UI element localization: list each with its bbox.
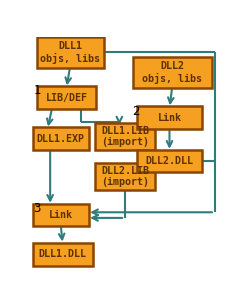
Text: 3: 3 [33,202,41,214]
FancyBboxPatch shape [33,127,89,150]
Text: DLL1.LIB
(import): DLL1.LIB (import) [101,126,149,147]
FancyBboxPatch shape [95,123,155,150]
Text: 1: 1 [33,84,41,97]
FancyBboxPatch shape [137,106,202,129]
FancyBboxPatch shape [95,163,155,190]
Text: 2: 2 [133,105,140,118]
Text: DLL1
objs, libs: DLL1 objs, libs [40,41,100,64]
FancyBboxPatch shape [37,86,96,109]
FancyBboxPatch shape [33,242,92,266]
Text: LIB/DEF: LIB/DEF [45,93,87,103]
FancyBboxPatch shape [133,57,212,88]
Text: DLL2.LIB
(import): DLL2.LIB (import) [101,166,149,187]
Text: DLL1.EXP: DLL1.EXP [37,134,85,144]
Text: DLL1.DLL: DLL1.DLL [39,249,87,260]
Text: Link: Link [49,210,73,220]
Text: DLL2.DLL: DLL2.DLL [145,156,193,166]
Text: DLL2
objs, libs: DLL2 objs, libs [142,61,202,84]
FancyBboxPatch shape [137,150,202,172]
FancyBboxPatch shape [33,204,89,226]
Text: Link: Link [157,113,182,123]
FancyBboxPatch shape [37,37,104,68]
